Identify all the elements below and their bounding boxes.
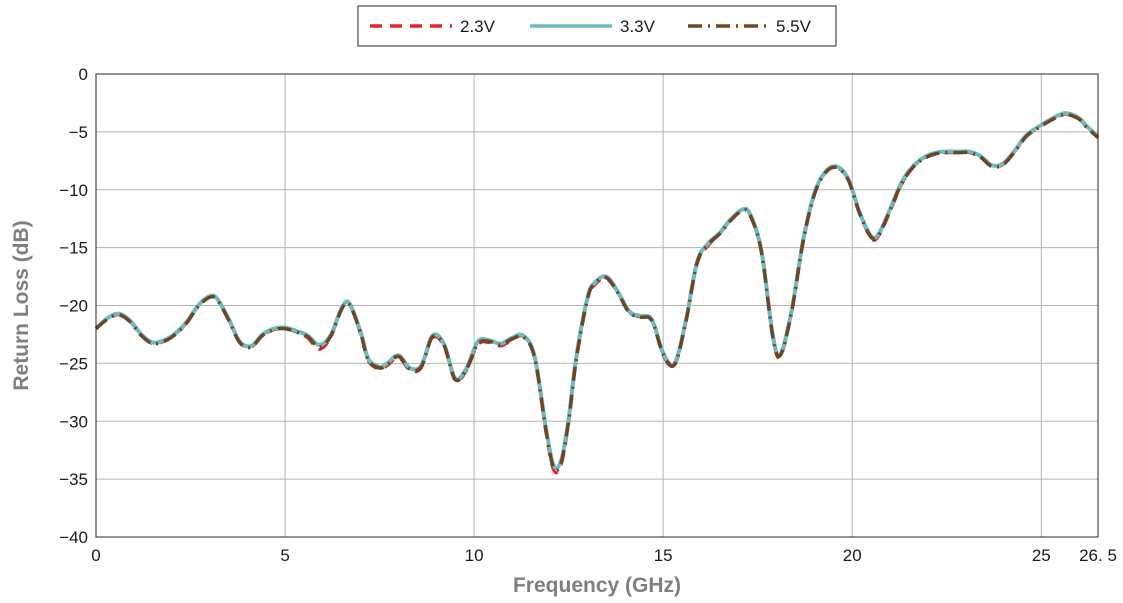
series-line-5-5v [94, 112, 1100, 473]
legend-label-2-3v: 2.3V [460, 17, 496, 36]
grid [96, 74, 1098, 537]
y-tick-label: −25 [59, 354, 88, 373]
x-tick-label: 15 [654, 546, 673, 565]
y-tick-label: −10 [59, 181, 88, 200]
legend-label-3-3v: 3.3V [620, 17, 656, 36]
x-tick-label: 26. 5 [1079, 546, 1117, 565]
legend: 2.3V 3.3V 5.5V [357, 5, 837, 47]
y-tick-label: −20 [59, 297, 88, 316]
series-layer [94, 111, 1100, 475]
x-axis-title: Frequency (GHz) [513, 574, 681, 597]
y-tick-label: 0 [79, 65, 88, 84]
y-tick-label: −40 [59, 528, 88, 547]
x-tick-label: 0 [91, 546, 100, 565]
y-tick-label: −5 [69, 123, 88, 142]
y-tick-label: −15 [59, 239, 88, 258]
legend-label-5-5v: 5.5V [776, 17, 812, 36]
y-axis-title: Return Loss (dB) [10, 220, 33, 390]
x-tick-label: 5 [280, 546, 289, 565]
y-tick-label: −35 [59, 470, 88, 489]
x-tick-label: 25 [1032, 546, 1051, 565]
tick-labels: 0 5 10 15 20 25 26. 5 0 −5 −10 −15 −20 −25 −30 −35 −40 [59, 65, 1117, 565]
x-tick-label: 20 [843, 546, 862, 565]
y-tick-label: −30 [59, 412, 88, 431]
plot-frame [95, 73, 1099, 538]
x-tick-label: 10 [465, 546, 484, 565]
